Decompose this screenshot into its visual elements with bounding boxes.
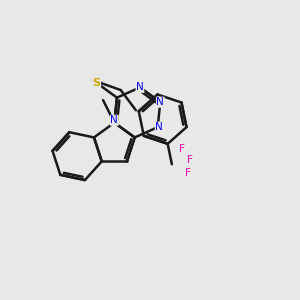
Text: N: N: [155, 122, 163, 132]
Text: N: N: [110, 115, 118, 125]
Text: N: N: [156, 97, 164, 107]
Text: S: S: [92, 78, 101, 88]
Text: F: F: [179, 144, 185, 154]
Text: F: F: [187, 155, 193, 165]
Text: N: N: [136, 82, 144, 92]
Text: F: F: [185, 168, 191, 178]
